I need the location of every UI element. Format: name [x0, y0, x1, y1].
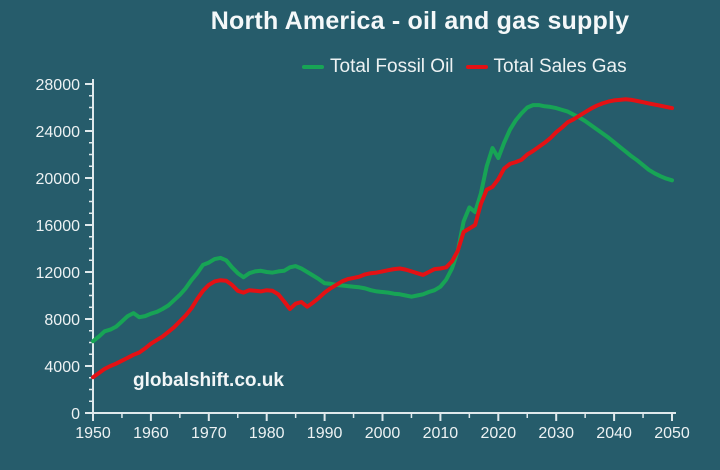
- y-tick-label: 16000: [36, 218, 81, 235]
- legend-label: Total Sales Gas: [493, 56, 627, 77]
- x-tick-label: 1980: [249, 425, 285, 442]
- legend-swatch-green-line: [302, 65, 324, 69]
- x-tick-label: 2030: [538, 425, 574, 442]
- legend-label: Total Fossil Oil: [330, 56, 454, 77]
- legend-swatch-red-line: [465, 65, 488, 69]
- x-tick-label: 2020: [481, 425, 517, 442]
- legend-item-total-sales-gas: Total Sales Gas: [465, 56, 627, 78]
- x-tick-label: 1950: [75, 425, 111, 442]
- x-tick-label: 1970: [191, 425, 227, 442]
- series-line-total-fossil-oil: [91, 103, 674, 344]
- y-tick-label: 28000: [36, 77, 81, 94]
- legend: Total Fossil Oil Total Sales Gas: [302, 56, 627, 78]
- x-tick-label: 2000: [365, 425, 401, 442]
- chart-title: North America - oil and gas supply: [210, 7, 630, 35]
- x-tick-label: 1990: [307, 425, 343, 442]
- x-tick-label: 1960: [133, 425, 169, 442]
- y-tick-label: 4000: [44, 359, 80, 376]
- legend-item-total-fossil-oil: Total Fossil Oil: [302, 56, 454, 78]
- watermark-globalshift: globalshift.co.uk: [133, 370, 284, 391]
- y-tick-label: 20000: [36, 171, 81, 188]
- x-tick-label: 2010: [423, 425, 459, 442]
- y-tick-label: 24000: [36, 124, 81, 141]
- x-tick-label: 2040: [596, 425, 632, 442]
- y-tick-label: 8000: [44, 312, 80, 329]
- x-tick-label: 2050: [654, 425, 690, 442]
- series-line-total-sales-gas: [91, 97, 674, 380]
- y-tick-label: 0: [71, 406, 80, 423]
- y-tick-label: 12000: [36, 265, 81, 282]
